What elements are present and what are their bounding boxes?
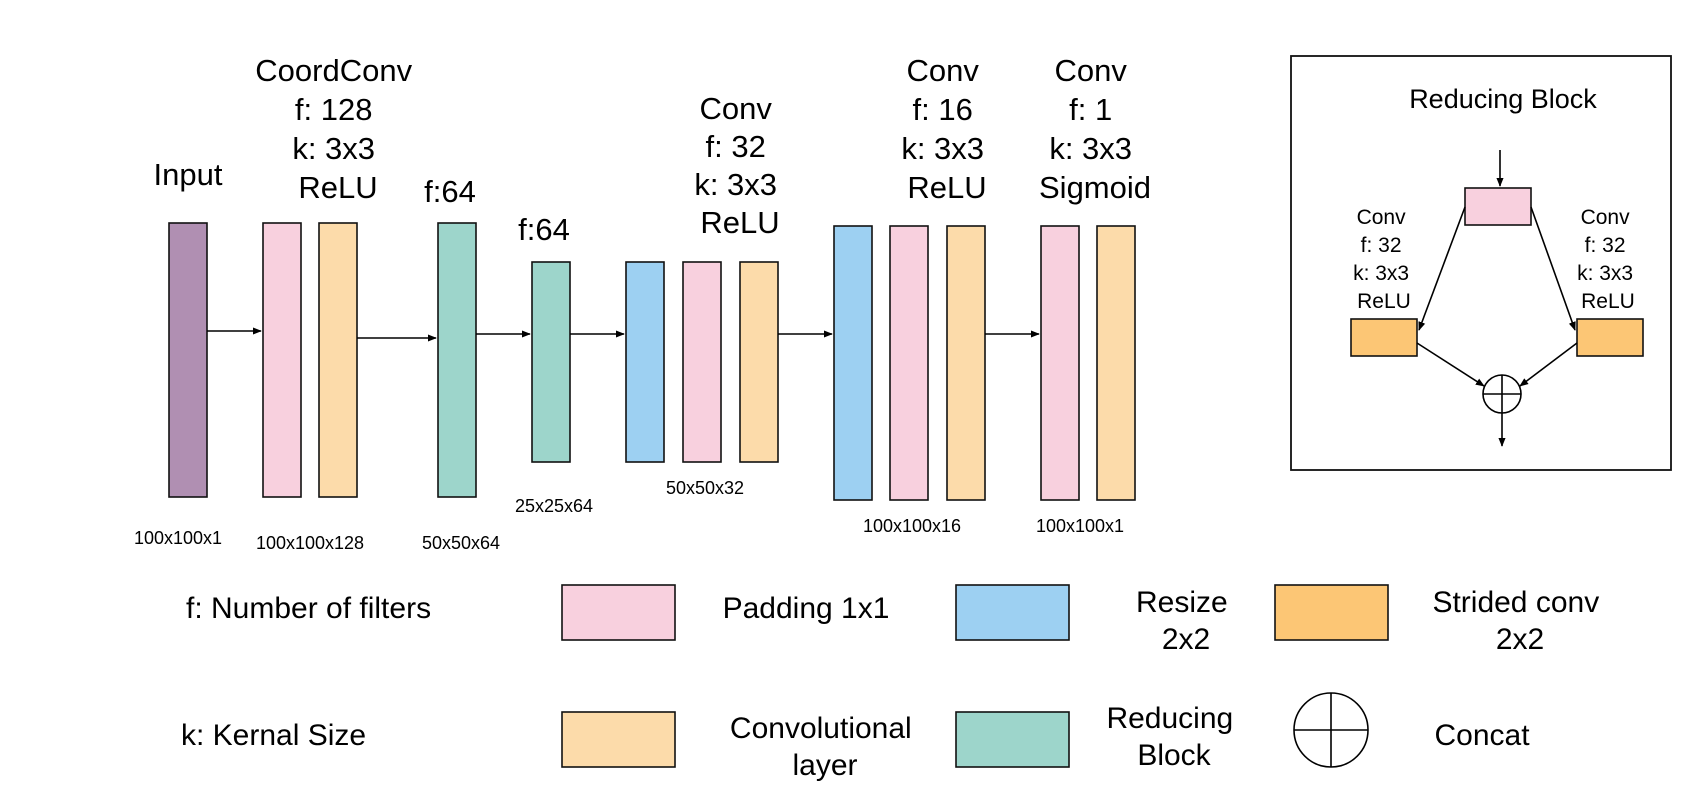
reducing2-title: f:64: [518, 212, 570, 247]
coordconv-dims: 100x100x128: [256, 533, 364, 553]
stage5-dims: 100x100x16: [863, 516, 961, 536]
stage4-label: Conv f: 32 k: 3x3 ReLU: [694, 91, 785, 240]
reducing-block-2: [531, 261, 571, 463]
panel-left-conv-label: Conv f: 32 k: 3x3 ReLU: [1353, 206, 1415, 313]
legend-conv-swatch: [561, 711, 676, 768]
input-dims: 100x100x1: [134, 528, 222, 548]
panel-arrow-right-to-concat: [1519, 342, 1578, 387]
legend-concat-icon: [1293, 692, 1369, 768]
legend-k-note: k: Kernal Size: [181, 719, 366, 752]
stage6-conv-block: [1096, 225, 1136, 501]
panel-left-strided-block: [1350, 318, 1418, 357]
stage5-label: Conv f: 16 k: 3x3 ReLU: [901, 53, 992, 205]
coordconv-conv-block: [318, 222, 358, 498]
reducing1-dims: 50x50x64: [422, 533, 500, 553]
coordconv-label: CoordConv f: 128 k: 3x3 ReLU: [255, 53, 420, 205]
input-block: [168, 222, 208, 498]
reducing2-dims: 25x25x64: [515, 496, 593, 516]
stage5-padding-block: [889, 225, 929, 501]
panel-concat-icon: [1482, 374, 1522, 414]
legend-reducing-swatch: [955, 711, 1070, 768]
stage5-resize-block: [833, 225, 873, 501]
legend-strided-swatch: [1274, 584, 1389, 641]
stage6-padding-block: [1040, 225, 1080, 501]
stage4-resize-block: [625, 261, 665, 463]
legend-resize-label: Resize 2x2: [1136, 586, 1236, 656]
stage6-dims: 100x100x1: [1036, 516, 1124, 536]
input-title: Input: [154, 157, 223, 192]
reducing-block-panel: [1290, 55, 1672, 471]
legend-padding-swatch: [561, 584, 676, 641]
legend-concat-label: Concat: [1434, 719, 1530, 752]
panel-arrow-to-right: [1530, 206, 1576, 331]
stage4-conv-block: [739, 261, 779, 463]
coordconv-padding-block: [262, 222, 302, 498]
stage4-dims: 50x50x32: [666, 478, 744, 498]
reducing-block-panel-title: Reducing Block: [1409, 84, 1597, 114]
panel-arrow-left-to-concat: [1416, 342, 1485, 387]
panel-right-strided-block: [1576, 318, 1644, 357]
panel-padding-block: [1464, 187, 1532, 226]
legend-f-note: f: Number of filters: [186, 592, 431, 625]
reducing-block-1: [437, 222, 477, 498]
legend-strided-label: Strided conv 2x2: [1432, 586, 1607, 656]
panel-arrow-to-left: [1418, 206, 1466, 331]
stage4-padding-block: [682, 261, 722, 463]
legend-reducing-label: Reducing Block: [1106, 702, 1241, 772]
reducing1-title: f:64: [424, 174, 476, 209]
panel-right-conv-label: Conv f: 32 k: 3x3 ReLU: [1577, 206, 1639, 313]
legend-padding-label: Padding 1x1: [723, 592, 890, 625]
legend-conv-label: Convolutional layer: [730, 712, 920, 782]
legend-resize-swatch: [955, 584, 1070, 641]
stage6-label: Conv f: 1 k: 3x3 Sigmoid: [1039, 53, 1151, 205]
stage5-conv-block: [946, 225, 986, 501]
